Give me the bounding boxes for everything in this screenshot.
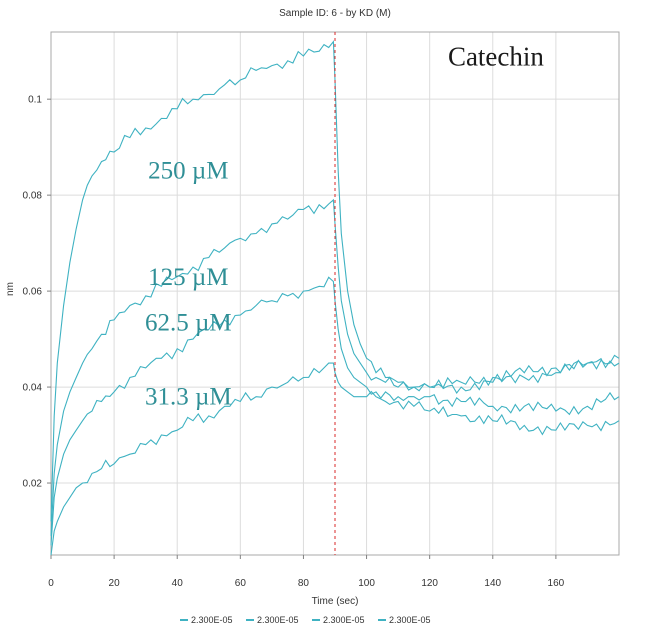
x-tick-label: 100 bbox=[358, 578, 375, 589]
y-axis-label: nm bbox=[5, 282, 16, 296]
y-tick-label: 0.08 bbox=[23, 191, 43, 202]
y-axis-ticks: 0.02 0.04 0.06 0.08 0.1 bbox=[23, 95, 51, 490]
series-line bbox=[50, 362, 620, 556]
x-tick-label: 160 bbox=[548, 578, 565, 589]
x-axis-ticks: 0 20 40 60 80 100 120 140 160 bbox=[48, 555, 565, 589]
x-tick-label: 0 bbox=[48, 578, 54, 589]
series-line bbox=[50, 40, 620, 522]
y-tick-label: 0.1 bbox=[28, 95, 42, 106]
series-lines bbox=[50, 40, 620, 556]
concentration-label: 31.3 µM bbox=[145, 383, 232, 410]
legend-label: 2.300E-05 bbox=[257, 615, 299, 625]
annotations: Catechin 250 µM 125 µM 62.5 µM 31.3 µM bbox=[145, 42, 544, 411]
chart-title: Sample ID: 6 - by KD (M) bbox=[279, 8, 391, 19]
compound-label: Catechin bbox=[448, 42, 544, 72]
x-tick-label: 20 bbox=[109, 578, 121, 589]
concentration-label: 125 µM bbox=[148, 264, 228, 291]
legend-label: 2.300E-05 bbox=[389, 615, 431, 625]
y-tick-label: 0.06 bbox=[23, 287, 43, 298]
series-line bbox=[50, 198, 620, 536]
x-tick-label: 120 bbox=[421, 578, 438, 589]
series-line bbox=[50, 276, 620, 546]
x-tick-label: 40 bbox=[172, 578, 184, 589]
legend-label: 2.300E-05 bbox=[191, 615, 233, 625]
concentration-label: 250 µM bbox=[148, 157, 228, 184]
y-tick-label: 0.02 bbox=[23, 479, 43, 490]
x-tick-label: 60 bbox=[235, 578, 247, 589]
x-tick-label: 80 bbox=[298, 578, 310, 589]
legend-label: 2.300E-05 bbox=[323, 615, 365, 625]
x-tick-label: 140 bbox=[484, 578, 501, 589]
concentration-label: 62.5 µM bbox=[145, 309, 232, 336]
legend: 2.300E-05 2.300E-05 2.300E-05 2.300E-05 bbox=[180, 615, 431, 625]
y-tick-label: 0.04 bbox=[23, 383, 43, 394]
x-axis-label: Time (sec) bbox=[312, 596, 359, 607]
